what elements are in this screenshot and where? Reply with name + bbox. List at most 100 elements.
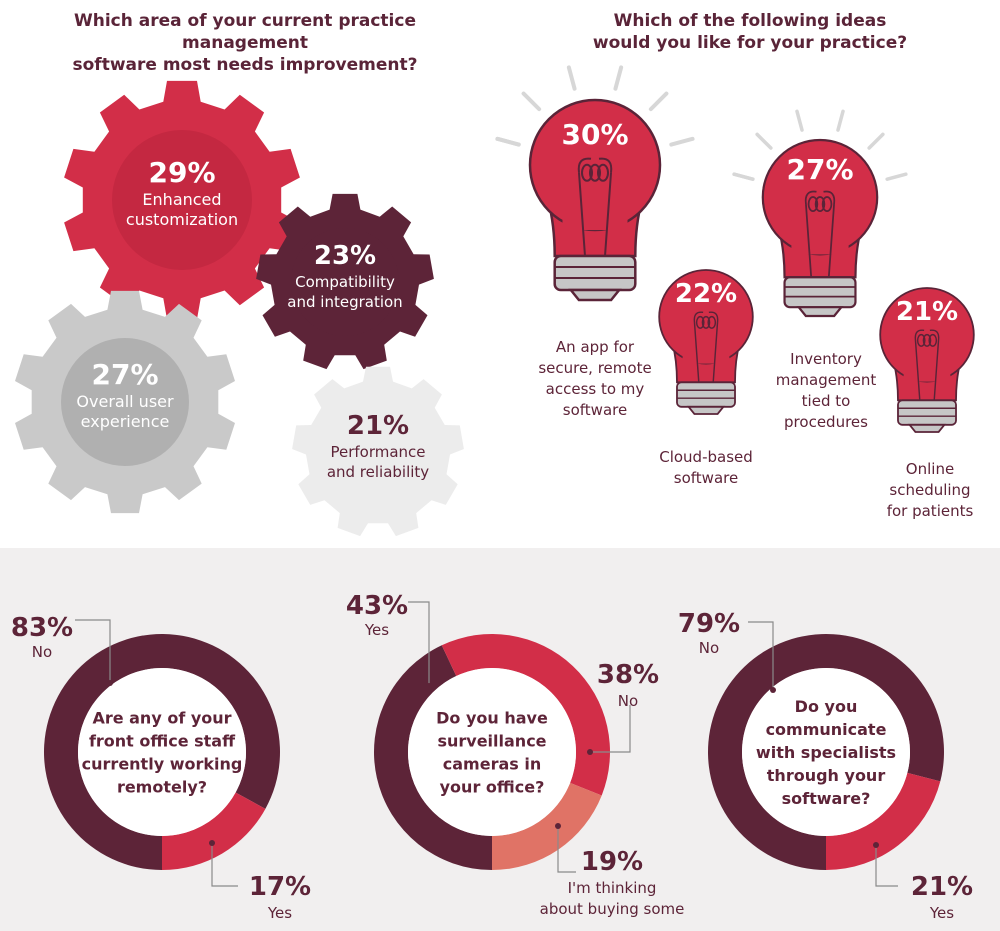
bulb-filament-loop	[707, 315, 717, 329]
bulb-filament-loop	[589, 163, 601, 182]
donut-chart-2: Do you have surveillance cameras in your of…	[346, 591, 684, 918]
gear-label-line1-1: Enhanced	[142, 190, 221, 209]
gear-label-line2-1: customization	[126, 210, 238, 229]
bulb-tip	[568, 288, 622, 302]
donut-value-label: 19%	[581, 847, 643, 877]
bulb-glass-fill	[791, 220, 849, 255]
bulb-value-2: 22%	[675, 279, 737, 309]
donut-question-line: your office?	[440, 778, 545, 797]
donut-slice-label: Yes	[929, 904, 954, 922]
donut-slice-label: about buying some	[540, 900, 685, 918]
bulb-filament-loop	[695, 315, 705, 329]
bulb-tip	[907, 423, 947, 433]
bulb-filament-loop	[807, 196, 819, 212]
gear-hub-4	[326, 400, 430, 504]
donut-question-line: with specialists	[756, 743, 896, 762]
callout-line	[748, 621, 774, 690]
bulb-filament-loop	[701, 315, 711, 329]
donut-chart-1: Are any of your front office staff current…	[11, 613, 311, 922]
bulb-value-3: 27%	[786, 153, 853, 186]
bulb-label-line-4: scheduling	[889, 481, 970, 499]
callout-line	[211, 843, 238, 887]
bulb-base	[783, 276, 857, 309]
bulb-label-line-1: software	[563, 401, 627, 419]
bulb-ray	[648, 91, 669, 112]
right-title-line1: Which of the following ideas	[613, 11, 887, 31]
donut-question-line: through your	[767, 766, 886, 785]
bulb-glass-fill	[562, 191, 628, 230]
donut-question-line: currently working	[82, 755, 243, 774]
donut-question-line: Are any of your	[92, 709, 231, 728]
bulb-label-line-4: for patients	[887, 502, 974, 520]
callout-line	[75, 619, 111, 683]
gear-hub-3	[61, 338, 189, 466]
donut-center	[78, 668, 246, 836]
gear-value-1: 29%	[148, 156, 215, 189]
gear-value-2: 23%	[314, 241, 376, 271]
callout-line	[408, 601, 430, 686]
bulb-label-line-3: procedures	[784, 413, 868, 431]
bulb-label-line-3: management	[776, 371, 877, 389]
donut-value-label: 38%	[597, 660, 659, 690]
left-title-line1: Which area of your current practice mana…	[73, 11, 416, 53]
callout-dot	[587, 749, 593, 755]
donut-value-label: 79%	[678, 609, 740, 639]
bulb-3: 27% Inventory management tied to procedures	[732, 109, 908, 431]
bulb-ray	[566, 65, 577, 91]
bulb-tip	[686, 405, 726, 415]
donut-value-label: 43%	[346, 591, 408, 621]
gear-hub-1	[112, 130, 252, 270]
gear-hub-2	[291, 228, 399, 336]
callout-dot	[209, 840, 215, 846]
right-panel-title: Which of the following ideas would you l…	[530, 10, 970, 54]
bulb-glass-fill	[682, 335, 730, 364]
callout-dot	[555, 823, 561, 829]
bulb-filament-top	[693, 311, 719, 323]
gear-value-3: 27%	[91, 358, 158, 391]
bulb-ray	[885, 172, 908, 181]
gear-label-line2-4: and reliability	[327, 463, 429, 481]
bulb-filament-loop	[821, 196, 833, 212]
donut-center	[408, 668, 576, 836]
bulb-filament-loop	[814, 196, 826, 212]
callout-dot	[107, 680, 113, 686]
bulb-glass-fill	[903, 353, 951, 382]
gear-label-line2-2: and integration	[287, 293, 402, 311]
bulb-filament-wire	[914, 340, 940, 401]
bulb-filament-top	[804, 190, 836, 205]
right-title-line2: would you like for your practice?	[592, 33, 908, 53]
bulb-label-line-2: Cloud-based	[659, 448, 753, 466]
donut-slice-label: No	[32, 643, 52, 661]
donut-slice-2-3	[492, 782, 602, 870]
bulb-ray	[795, 109, 804, 132]
bulb-label-line-4: Online	[906, 460, 954, 478]
gear-label-line1-4: Performance	[330, 443, 425, 461]
bulb-filament-loop	[928, 333, 938, 347]
bulb-ray	[732, 172, 755, 181]
bulb-base	[897, 399, 957, 426]
bulb-ray	[867, 132, 885, 150]
callout-dot	[873, 842, 879, 848]
callout-dot	[426, 683, 432, 689]
bulb-1: 30% An app for secure, remote access to my s…	[495, 65, 695, 419]
bulb-filament-loop	[922, 333, 932, 347]
bulb-label-line-1: secure, remote	[538, 359, 651, 377]
gear-label-line1-2: Compatibility	[295, 273, 395, 291]
donut-question-line: Do you	[795, 697, 858, 716]
bulb-tip	[796, 306, 844, 318]
donut-slice-2-2	[441, 634, 610, 796]
bulb-ray	[495, 136, 521, 147]
bulb-base	[553, 254, 637, 292]
bulb-ray	[613, 65, 624, 91]
bulb-label-line-3: tied to	[802, 392, 851, 410]
bulb-value-4: 21%	[896, 297, 958, 327]
callout-line	[875, 845, 898, 887]
bulb-label-line-2: software	[674, 469, 738, 487]
bulb-filament-top	[577, 157, 613, 173]
donut-slice-label: Yes	[267, 904, 292, 922]
bulb-ray	[836, 109, 845, 132]
donut-value-label: 17%	[249, 872, 311, 902]
donut-question-line: software?	[782, 789, 871, 808]
bulb-filament-wire	[805, 204, 835, 278]
donut-value-label: 83%	[11, 613, 73, 643]
